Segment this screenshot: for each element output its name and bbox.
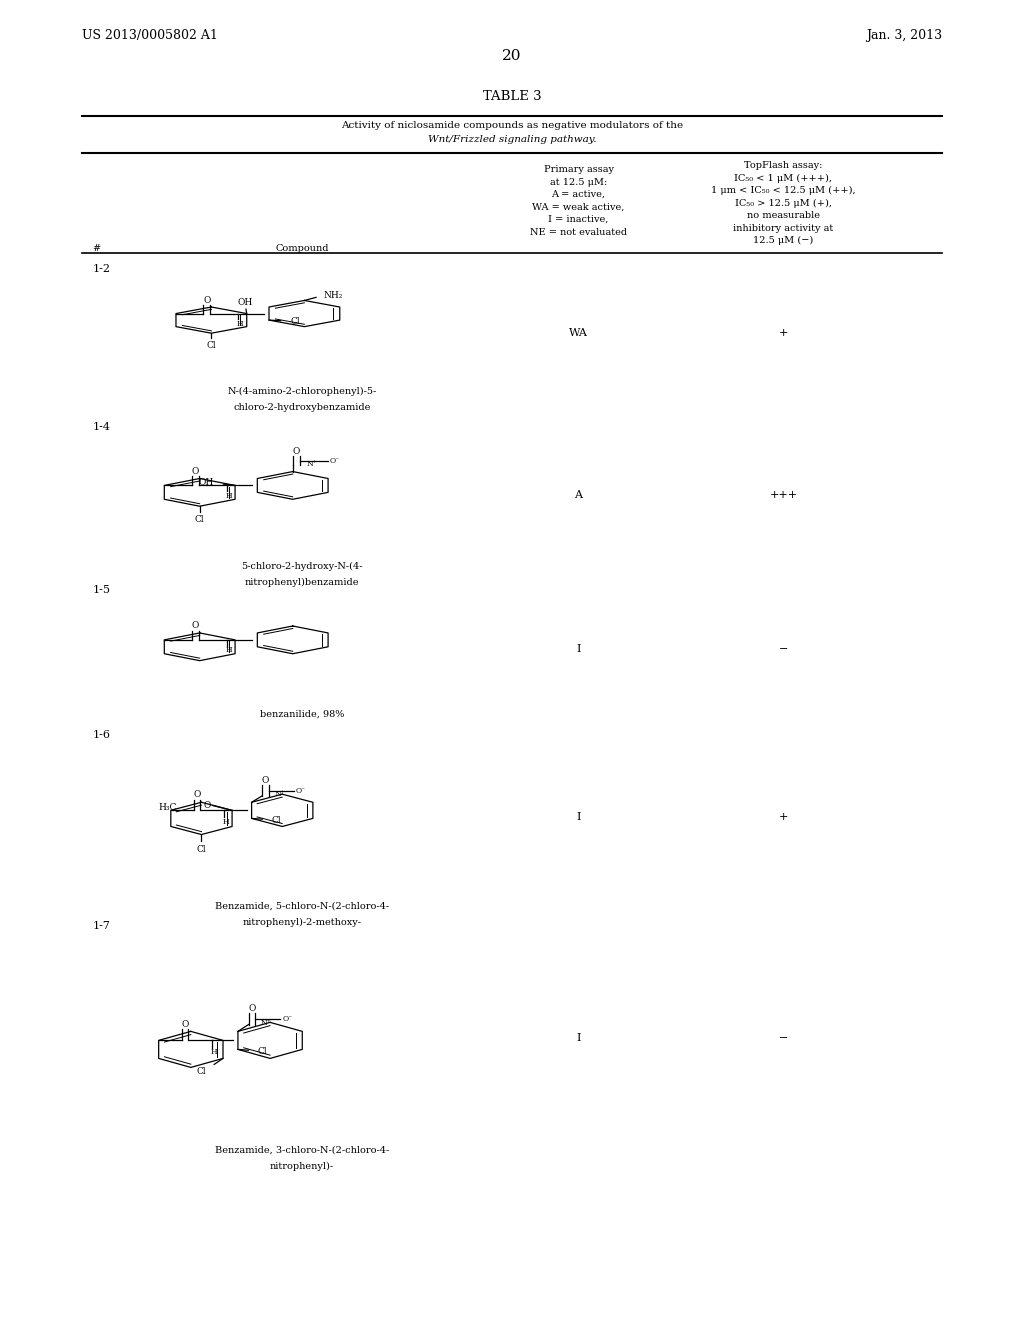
Text: +++: +++ — [769, 490, 798, 500]
Text: O: O — [248, 1003, 255, 1012]
Text: Benzamide, 5-chloro-N-(2-chloro-4-: Benzamide, 5-chloro-N-(2-chloro-4- — [215, 902, 389, 911]
Text: O: O — [262, 776, 269, 785]
Text: nitrophenyl)benzamide: nitrophenyl)benzamide — [245, 578, 359, 587]
Text: I: I — [577, 644, 581, 653]
Text: IC₅₀ > 12.5 μM (+),: IC₅₀ > 12.5 μM (+), — [735, 198, 831, 207]
Text: 5-chloro-2-hydroxy-N-(4-: 5-chloro-2-hydroxy-N-(4- — [242, 562, 362, 572]
Text: O⁻: O⁻ — [296, 787, 306, 795]
Text: +: + — [778, 329, 788, 338]
Text: 20: 20 — [502, 49, 522, 63]
Text: TABLE 3: TABLE 3 — [482, 90, 542, 103]
Text: A = active,: A = active, — [552, 190, 605, 199]
Text: 1-7: 1-7 — [92, 921, 110, 932]
Text: H: H — [237, 319, 244, 327]
Text: O⁻: O⁻ — [330, 457, 340, 465]
Text: Cl: Cl — [197, 1067, 207, 1076]
Text: O: O — [293, 447, 300, 455]
Text: N-(4-amino-2-chlorophenyl)-5-: N-(4-amino-2-chlorophenyl)-5- — [227, 387, 377, 396]
Text: H₃C: H₃C — [159, 803, 177, 812]
Text: N⁺: N⁺ — [306, 459, 317, 467]
Text: N⁺: N⁺ — [261, 1019, 271, 1027]
Text: 1-2: 1-2 — [92, 264, 111, 275]
Text: −: − — [778, 644, 788, 653]
Text: Cl: Cl — [257, 1047, 267, 1056]
Text: H: H — [222, 818, 229, 826]
Text: Benzamide, 3-chloro-N-(2-chloro-4-: Benzamide, 3-chloro-N-(2-chloro-4- — [215, 1146, 389, 1155]
Text: O: O — [181, 1020, 188, 1028]
Text: no measurable: no measurable — [746, 211, 820, 220]
Text: OH: OH — [199, 478, 214, 487]
Text: nitrophenyl)-: nitrophenyl)- — [270, 1162, 334, 1171]
Text: −: − — [778, 1034, 788, 1043]
Text: nitrophenyl)-2-methoxy-: nitrophenyl)-2-methoxy- — [243, 917, 361, 927]
Text: inhibitory activity at: inhibitory activity at — [733, 223, 834, 232]
Text: US 2013/0005802 A1: US 2013/0005802 A1 — [82, 29, 218, 42]
Text: Cl: Cl — [197, 845, 206, 854]
Text: Primary assay: Primary assay — [544, 165, 613, 174]
Text: #: # — [92, 244, 100, 253]
Text: O: O — [191, 467, 199, 477]
Text: Jan. 3, 2013: Jan. 3, 2013 — [866, 29, 942, 42]
Text: H: H — [225, 492, 231, 500]
Text: TopFlash assay:: TopFlash assay: — [744, 161, 822, 170]
Text: H: H — [225, 647, 231, 655]
Text: N⁺: N⁺ — [274, 791, 286, 799]
Text: Cl: Cl — [195, 515, 205, 524]
Text: I: I — [577, 1034, 581, 1043]
Text: O: O — [194, 791, 201, 800]
Text: O: O — [203, 296, 210, 305]
Text: Activity of niclosamide compounds as negative modulators of the: Activity of niclosamide compounds as neg… — [341, 121, 683, 131]
Text: WA = weak active,: WA = weak active, — [532, 202, 625, 211]
Text: O⁻: O⁻ — [283, 1015, 292, 1023]
Text: I = inactive,: I = inactive, — [549, 215, 608, 224]
Text: Cl: Cl — [207, 342, 216, 350]
Text: benzanilide, 98%: benzanilide, 98% — [260, 710, 344, 719]
Text: 1 μm < IC₅₀ < 12.5 μM (++),: 1 μm < IC₅₀ < 12.5 μM (++), — [711, 186, 856, 195]
Text: NH₂: NH₂ — [324, 290, 343, 300]
Text: OH: OH — [238, 298, 253, 306]
Text: 1-4: 1-4 — [92, 422, 111, 433]
Text: A: A — [574, 490, 583, 500]
Text: 1-6: 1-6 — [92, 730, 111, 741]
Text: IC₅₀ < 1 μM (+++),: IC₅₀ < 1 μM (+++), — [734, 173, 833, 182]
Text: O: O — [191, 622, 199, 631]
Text: +: + — [778, 812, 788, 822]
Text: I: I — [577, 812, 581, 822]
Text: at 12.5 μM:: at 12.5 μM: — [550, 177, 607, 186]
Text: WA: WA — [569, 329, 588, 338]
Text: Cl: Cl — [291, 317, 300, 326]
Text: O: O — [204, 801, 211, 810]
Text: H: H — [210, 1048, 217, 1056]
Text: 1-5: 1-5 — [92, 585, 111, 595]
Text: Cl: Cl — [271, 816, 281, 825]
Text: chloro-2-hydroxybenzamide: chloro-2-hydroxybenzamide — [233, 403, 371, 412]
Text: Wnt/Frizzled signaling pathway.: Wnt/Frizzled signaling pathway. — [428, 135, 596, 144]
Text: NE = not evaluated: NE = not evaluated — [530, 227, 627, 236]
Text: 12.5 μM (−): 12.5 μM (−) — [754, 236, 813, 246]
Text: Compound: Compound — [275, 244, 329, 253]
